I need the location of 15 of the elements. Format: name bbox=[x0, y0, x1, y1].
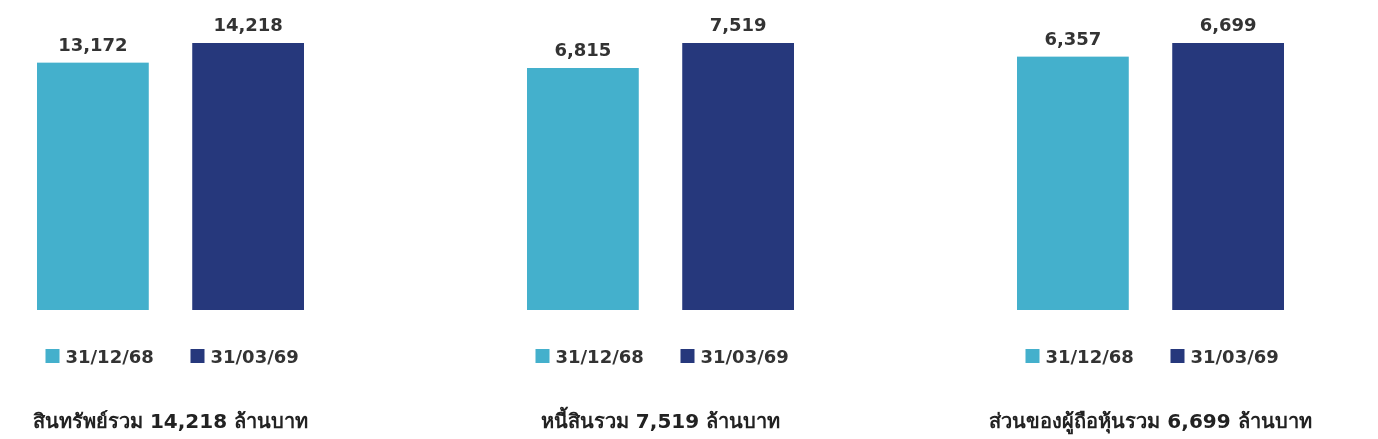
text: ส่วนของผู้ถือหุ้นรวม 6,699 ล้านบาท bbox=[989, 409, 1312, 435]
text: หนี้สินรวม 7,519 ล้านบาท bbox=[540, 406, 781, 433]
legend-label: 31/12/68 bbox=[65, 346, 154, 367]
data-label: 14,218 bbox=[213, 14, 283, 35]
legend-label: 31/03/69 bbox=[1190, 346, 1279, 367]
legend-label: 31/03/69 bbox=[700, 346, 789, 367]
legend-label: 31/03/69 bbox=[210, 346, 299, 367]
data-label: 6,815 bbox=[554, 39, 612, 60]
data-label: 6,357 bbox=[1044, 27, 1102, 49]
text: สินทรัพย์รวม 14,218 ล้านบาท bbox=[32, 409, 309, 433]
data-label: 6,699 bbox=[1199, 14, 1257, 35]
legend-label: 31/12/68 bbox=[555, 346, 644, 367]
legend-label: 31/12/68 bbox=[1045, 346, 1134, 367]
data-label: 13,172 bbox=[58, 33, 128, 55]
data-label: 7,519 bbox=[709, 14, 767, 35]
